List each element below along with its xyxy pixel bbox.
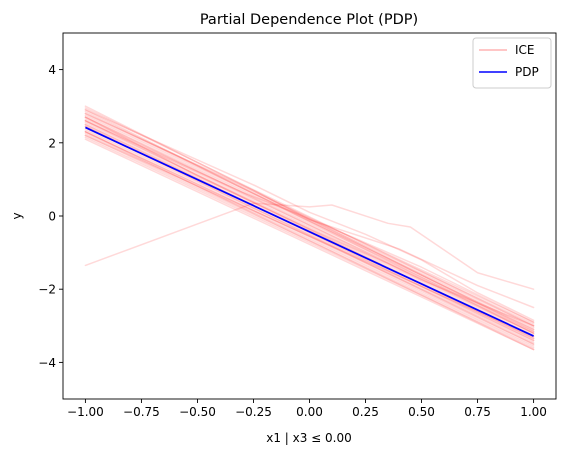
ice-curve-26 — [84, 116, 535, 327]
ice-curve-9 — [84, 123, 535, 334]
pdp-curve — [85, 126, 534, 337]
x-tick-label: 0.00 — [296, 405, 323, 419]
x-tick-label: −0.50 — [179, 405, 216, 419]
ice-curve-23 — [84, 116, 535, 334]
legend: ICE PDP — [472, 37, 552, 89]
ice-curve-16 — [84, 110, 535, 331]
x-axis: −1.00 −0.75 −0.50 −0.25 0.00 0.25 0.50 0.75 1.00 — [67, 399, 547, 419]
ice-curve-14 — [84, 114, 535, 325]
ice-curve-20 — [84, 131, 535, 351]
plot-area — [62, 32, 557, 400]
x-tick-label: 0.75 — [464, 405, 491, 419]
x-tick-label: −1.00 — [67, 405, 104, 419]
legend-box — [472, 37, 552, 89]
ice-curve-1 — [84, 136, 535, 349]
ice-curve-24 — [84, 134, 535, 338]
x-tick-label: 1.00 — [520, 405, 547, 419]
ice-curve-0 — [84, 138, 535, 351]
x-tick-label: −0.75 — [123, 405, 160, 419]
ice-curve-28 — [84, 109, 535, 322]
ice-curve-5 — [84, 131, 535, 342]
y-tick-label: 2 — [48, 136, 56, 150]
ice-curve-15 — [84, 112, 535, 323]
x-tick-label: 0.25 — [352, 405, 379, 419]
y-tick-label: 0 — [48, 210, 56, 224]
chart-title: Partial Dependence Plot (PDP) — [200, 12, 418, 28]
x-axis-label: x1 | x3 ≤ 0.00 — [266, 431, 352, 445]
ice-curve-4 — [84, 131, 535, 344]
pdp-curve-group — [85, 126, 534, 337]
ice-curve-3 — [84, 132, 535, 345]
ice-curve-22 — [84, 120, 535, 340]
ice-curve-18 — [84, 107, 535, 327]
y-tick-label: −4 — [38, 356, 56, 370]
y-axis-label: y — [10, 212, 24, 219]
ice-curve-12 — [84, 118, 535, 329]
y-tick-label: −2 — [38, 283, 56, 297]
ice-curve-19 — [84, 105, 535, 333]
ice-curve-30 — [84, 202, 535, 290]
x-tick-label: 0.50 — [408, 405, 435, 419]
ice-curve-29 — [84, 120, 535, 323]
ice-curve-10 — [84, 121, 535, 333]
ice-curves — [84, 105, 535, 351]
y-tick-label: 4 — [48, 63, 56, 77]
y-axis: −4 −2 0 2 4 — [38, 63, 63, 370]
ice-curve-11 — [84, 120, 535, 331]
ice-curve-17 — [84, 109, 535, 334]
ice-curve-6 — [84, 129, 535, 340]
ice-curve-13 — [84, 116, 535, 327]
x-tick-label: −0.25 — [235, 405, 272, 419]
ice-curve-8 — [84, 125, 535, 336]
ice-curve-2 — [84, 134, 535, 347]
legend-pdp-label: PDP — [515, 65, 539, 79]
legend-ice-label: ICE — [515, 43, 535, 57]
ice-curve-27 — [84, 112, 535, 309]
